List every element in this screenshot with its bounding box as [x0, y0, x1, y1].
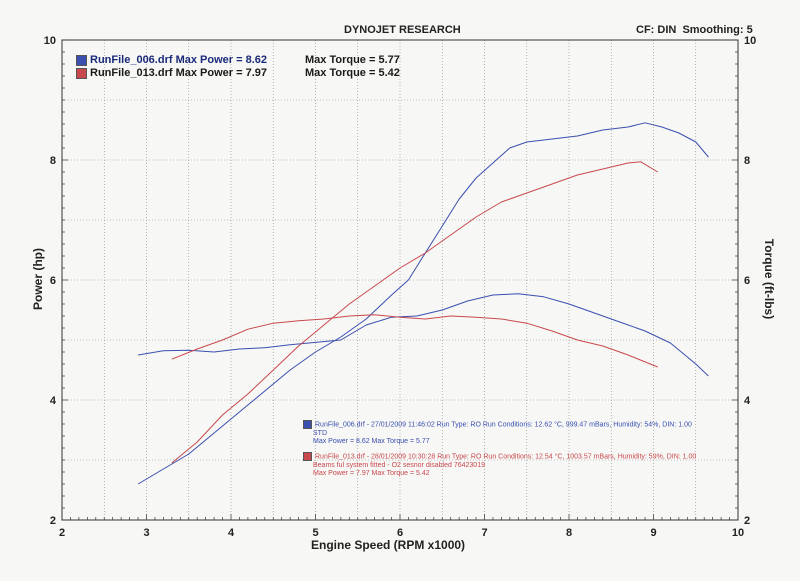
- series-line-torque: [171, 314, 658, 368]
- chart-title: DYNOJET RESEARCH: [344, 24, 461, 36]
- run-info-swatch: [303, 452, 312, 461]
- legend-max-power: Max Power = 8.62: [175, 54, 268, 66]
- y-tick-label-right: 4: [744, 395, 751, 407]
- y-axis-title-left: Power (hp): [31, 248, 45, 310]
- run-info-line: STD: [313, 429, 327, 437]
- run-info-line: Max Power = 8.62 Max Torque = 5.77: [313, 438, 430, 446]
- y-tick-label-right: 6: [744, 275, 750, 287]
- legend-max-torque: Max Torque = 5.42: [305, 67, 400, 79]
- run-info-swatch: [303, 420, 312, 429]
- x-axis-title: Engine Speed (RPM x1000): [311, 538, 466, 552]
- run-info-line: RunFile_013.drf - 28/01/2009 10:30:28 Ru…: [315, 453, 697, 461]
- x-tick-label: 10: [732, 527, 744, 539]
- run-info-block: RunFile_013.drf - 28/01/2009 10:30:28 Ru…: [303, 452, 696, 479]
- legend-file-label: RunFile_006.drf Max Power = 8.62: [90, 54, 305, 67]
- x-tick-label: 6: [397, 527, 403, 539]
- x-tick-label: 7: [481, 527, 487, 539]
- y-tick-label-right: 2: [744, 515, 750, 527]
- chart-settings: CF: DIN Smoothing: 5: [636, 24, 753, 36]
- series-line-power: [137, 122, 709, 485]
- series-line-torque: [138, 293, 709, 377]
- y-tick-label-left: 6: [50, 275, 56, 287]
- run-info-line: RunFile_006.drf - 27/01/2009 11:46:02 Ru…: [315, 421, 692, 429]
- x-tick-label: 4: [228, 527, 235, 539]
- y-tick-label-left: 2: [50, 515, 56, 527]
- x-tick-label: 3: [143, 527, 149, 539]
- axis-ticks: [61, 39, 739, 521]
- y-tick-label-left: 8: [50, 155, 56, 167]
- series-lines: [137, 122, 709, 485]
- y-tick-label-left: 10: [44, 35, 56, 47]
- legend-max-power: Max Power = 7.97: [175, 67, 268, 79]
- x-tick-label: 9: [650, 527, 656, 539]
- legend-item: RunFile_006.drf Max Power = 8.62 Max Tor…: [76, 54, 400, 67]
- legend-item: RunFile_013.drf Max Power = 7.97 Max Tor…: [76, 67, 400, 80]
- y-tick-label-left: 4: [50, 395, 57, 407]
- grid-lines: [62, 40, 738, 520]
- legend-file-label: RunFile_013.drf Max Power = 7.97: [90, 67, 305, 80]
- legend: RunFile_006.drf Max Power = 8.62 Max Tor…: [76, 54, 400, 80]
- run-info-line: Max Power = 7.97 Max Torque = 5.42: [313, 470, 430, 478]
- run-info-line: Beams ful system fitted - O2 sesnor disa…: [313, 461, 485, 469]
- tick-labels: 2 3 4 5 6 7 8 9 102 24 46 68 810 10: [44, 35, 757, 539]
- series-line-power: [171, 161, 658, 464]
- legend-file-name: RunFile_013.drf: [90, 67, 173, 79]
- legend-file-name: RunFile_006.drf: [90, 54, 173, 66]
- run-info-block: RunFile_006.drf - 27/01/2009 11:46:02 Ru…: [303, 420, 692, 447]
- legend-swatch: [76, 55, 87, 66]
- x-tick-label: 5: [312, 527, 318, 539]
- x-tick-label: 2: [59, 527, 65, 539]
- x-tick-label: 8: [566, 527, 572, 539]
- y-tick-label-right: 8: [744, 155, 750, 167]
- legend-max-torque: Max Torque = 5.77: [305, 54, 400, 66]
- legend-swatch: [76, 68, 87, 79]
- y-tick-label-right: 10: [744, 35, 756, 47]
- y-axis-title-right: Torque (ft-lbs): [762, 238, 776, 320]
